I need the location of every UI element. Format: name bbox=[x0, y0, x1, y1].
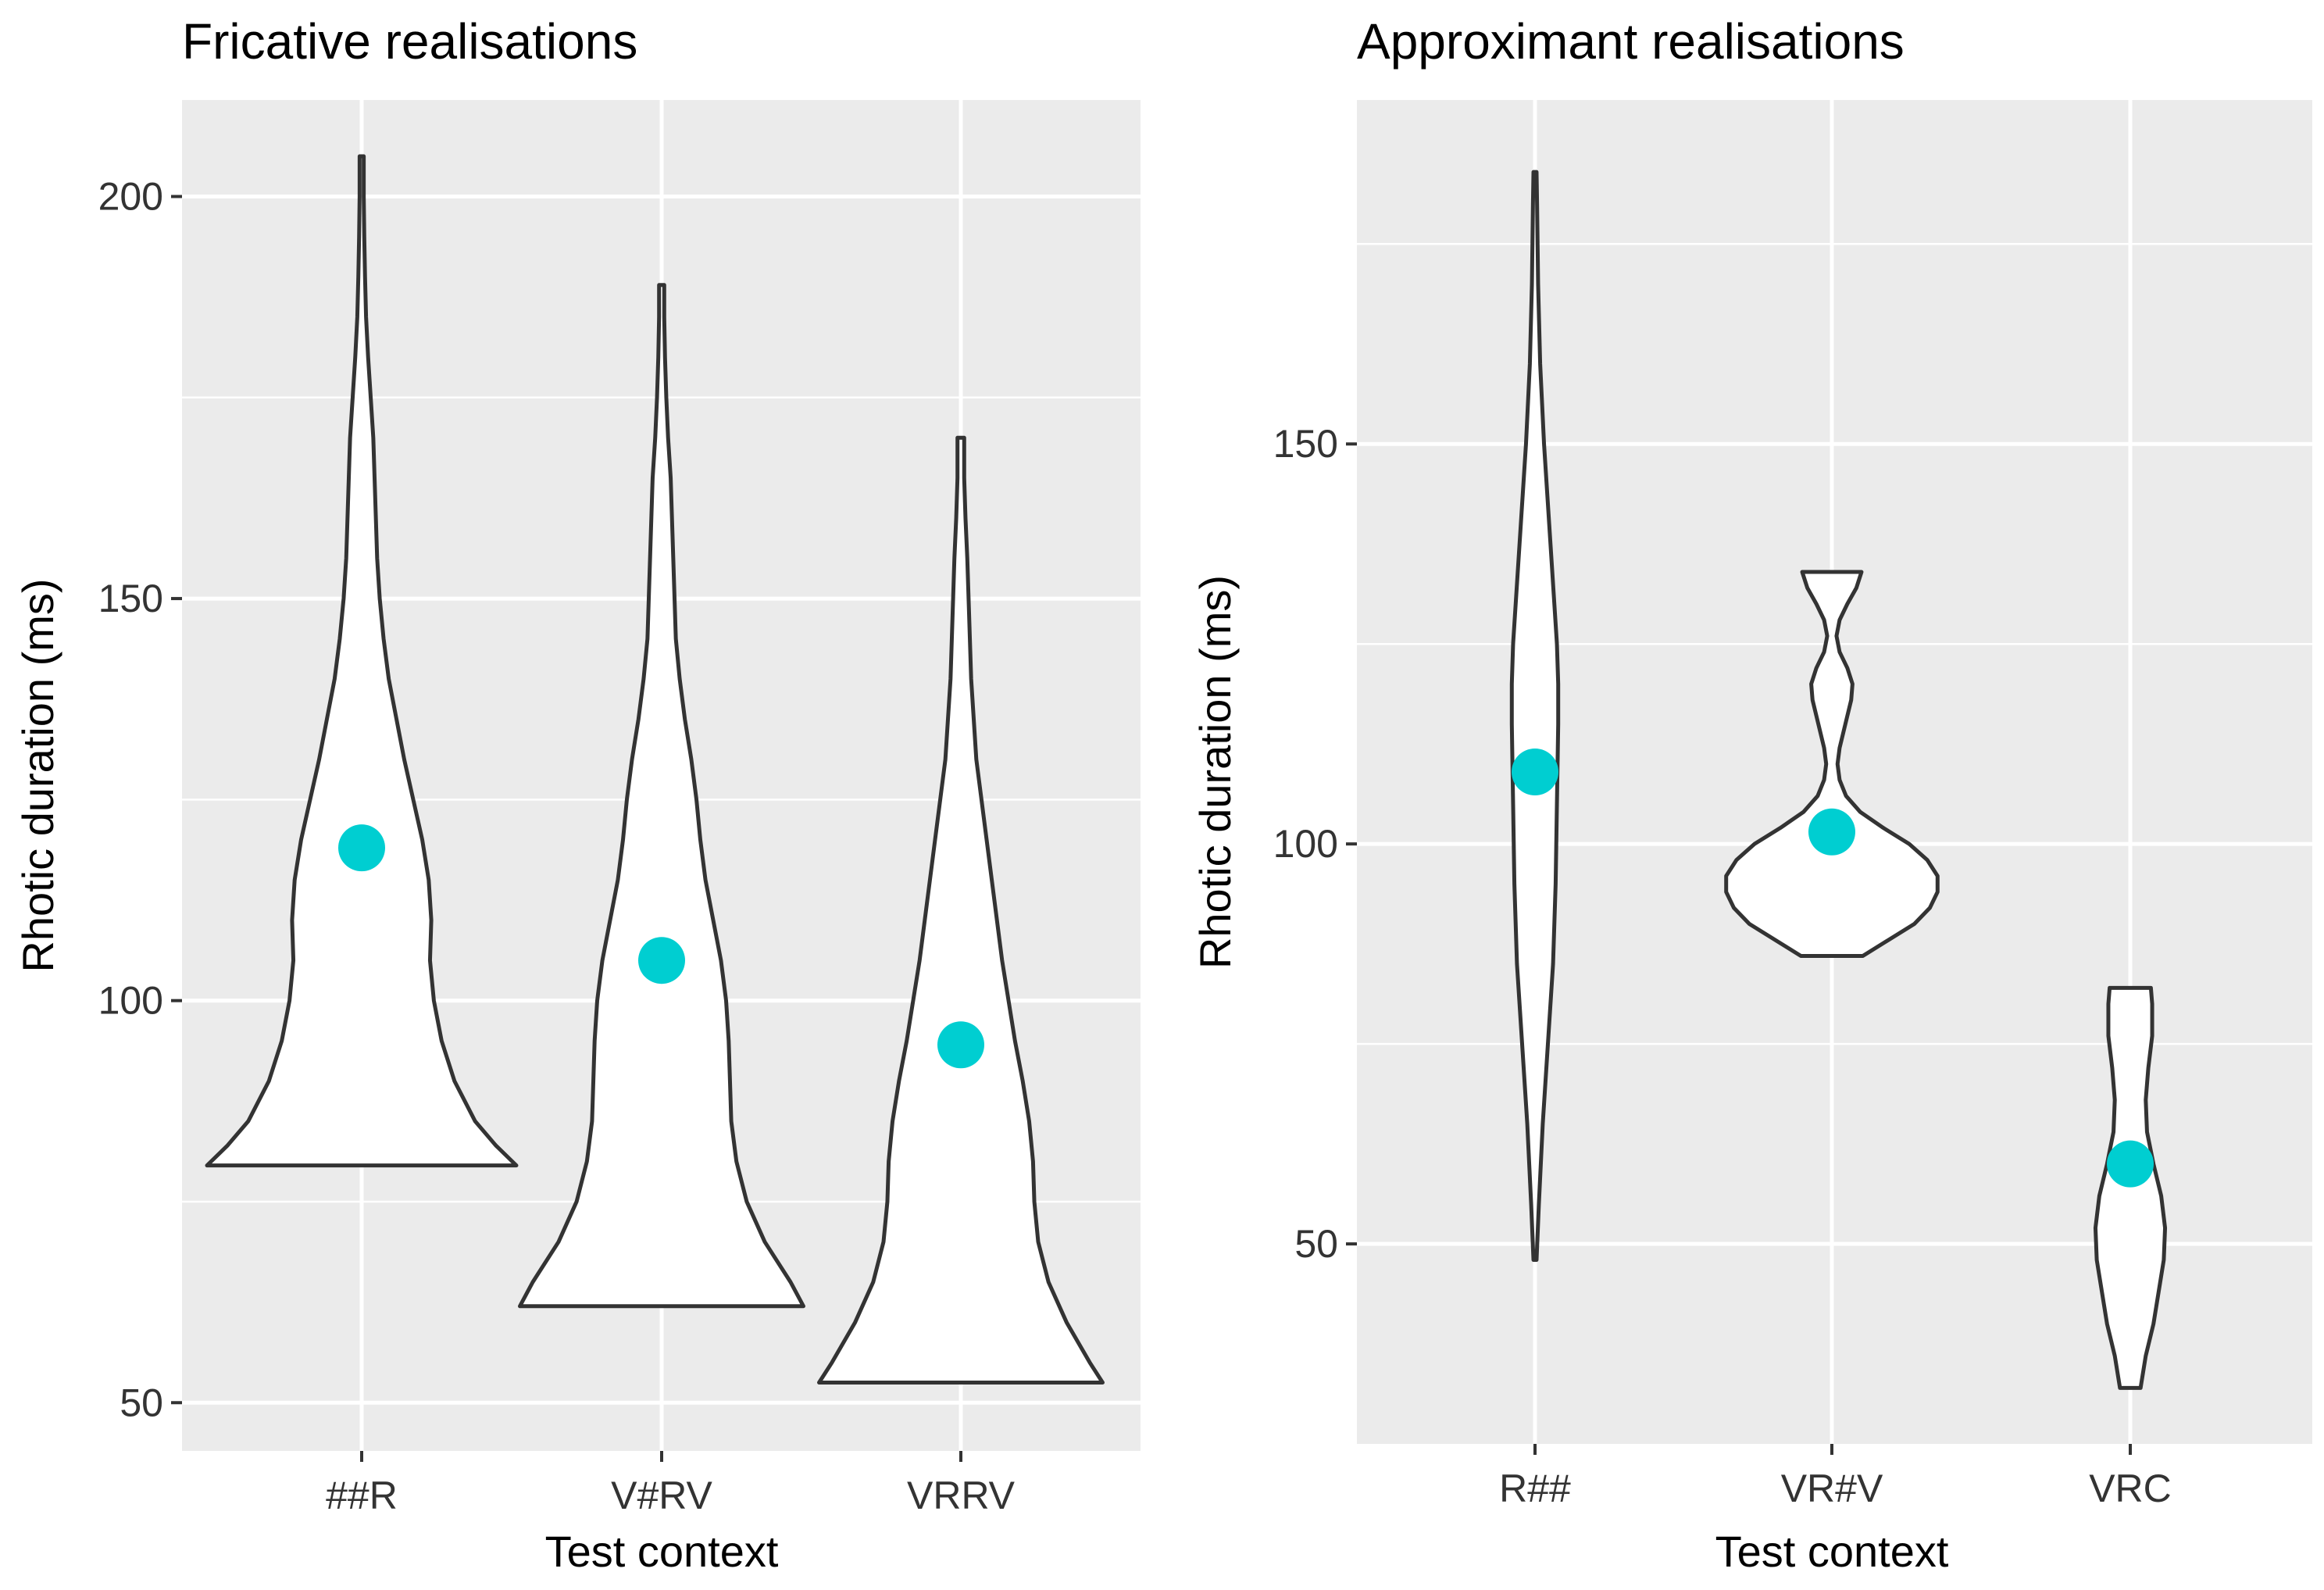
mean-point bbox=[937, 1021, 984, 1069]
y-tick-label: 100 bbox=[1273, 822, 1338, 866]
y-tick-label: 50 bbox=[120, 1381, 163, 1424]
mean-points bbox=[338, 824, 984, 1069]
x-axis: R## VR#V VRC bbox=[1499, 1444, 2172, 1510]
violin-vrc bbox=[2093, 985, 2168, 1390]
mean-point bbox=[1808, 808, 1855, 856]
violin-vrrv bbox=[817, 435, 1105, 1385]
y-axis: 50 100 150 bbox=[1273, 422, 1357, 1266]
panel-title: Approximant realisations bbox=[1357, 13, 1905, 70]
x-axis: ##R V#RV VRRV bbox=[326, 1451, 1016, 1517]
y-tick-label: 50 bbox=[1294, 1222, 1338, 1266]
mean-points bbox=[1512, 749, 2154, 1188]
y-axis: 50 100 150 200 bbox=[98, 175, 182, 1424]
violin-vhashrv bbox=[518, 283, 805, 1309]
violin-vrhashv bbox=[1724, 570, 1940, 958]
y-axis-title: Rhotic duration (ms) bbox=[1191, 575, 1240, 969]
y-tick-label: 200 bbox=[98, 175, 163, 219]
y-tick-label: 150 bbox=[1273, 422, 1338, 466]
panel-title: Fricative realisations bbox=[182, 13, 637, 70]
y-axis-title: Rhotic duration (ms) bbox=[13, 578, 62, 972]
y-tick-label: 150 bbox=[98, 577, 163, 620]
violins bbox=[1509, 170, 2168, 1390]
y-tick-label: 100 bbox=[98, 979, 163, 1023]
violin-rhashhash bbox=[1509, 170, 1561, 1263]
mean-point bbox=[338, 824, 385, 872]
x-axis-title: Test context bbox=[545, 1527, 779, 1576]
x-tick-label: VR#V bbox=[1781, 1467, 1883, 1510]
mean-point bbox=[2107, 1140, 2154, 1188]
mean-point bbox=[638, 937, 685, 984]
panel-approximant: Approximant realisations 50 100 150 R## VR#… bbox=[1191, 13, 2312, 1576]
x-tick-label: VRC bbox=[2089, 1467, 2172, 1510]
x-tick-label: VRRV bbox=[907, 1474, 1016, 1517]
x-tick-label: ##R bbox=[326, 1474, 398, 1517]
x-tick-label: V#RV bbox=[611, 1474, 712, 1517]
x-tick-label: R## bbox=[1499, 1467, 1571, 1510]
x-axis-title: Test context bbox=[1715, 1527, 1949, 1576]
violins bbox=[205, 154, 1105, 1385]
panel-fricative: Fricative realisations 50 100 150 200 ##R V#… bbox=[13, 13, 1141, 1576]
mean-point bbox=[1512, 749, 1558, 795]
violin-hashhashr bbox=[205, 154, 519, 1168]
